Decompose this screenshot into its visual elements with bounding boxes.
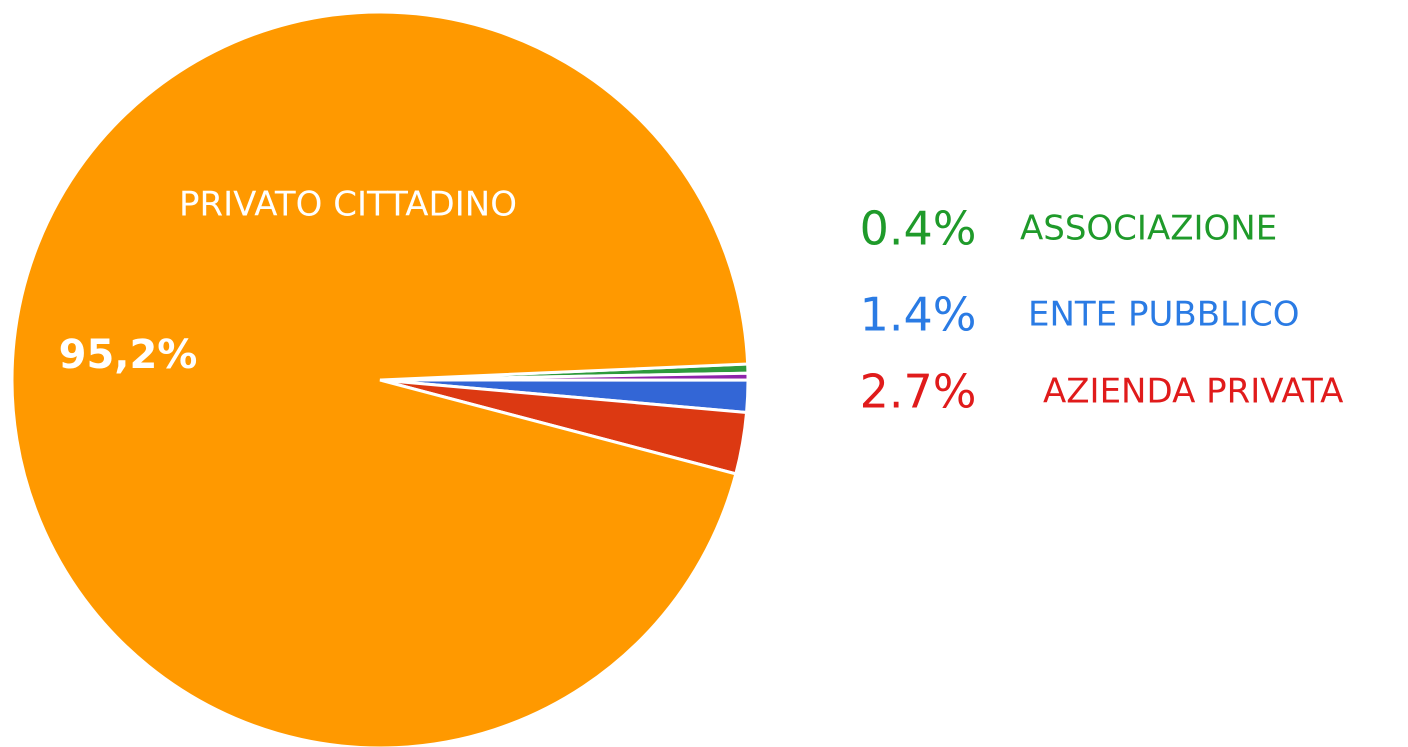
legend-label: ENTE PUBBLICO — [1028, 295, 1300, 335]
slice-value: 95,2% — [59, 332, 198, 378]
legend-label: AZIENDA PRIVATA — [1043, 372, 1343, 412]
slice-label: PRIVATO CITTADINO — [179, 185, 517, 225]
legend-value: 0.4% — [860, 202, 977, 256]
pie-slice — [10, 10, 750, 747]
legend-label: ASSOCIAZIONE — [1020, 209, 1277, 249]
legend-value: 2.7% — [860, 365, 977, 419]
legend-value: 1.4% — [860, 288, 977, 342]
